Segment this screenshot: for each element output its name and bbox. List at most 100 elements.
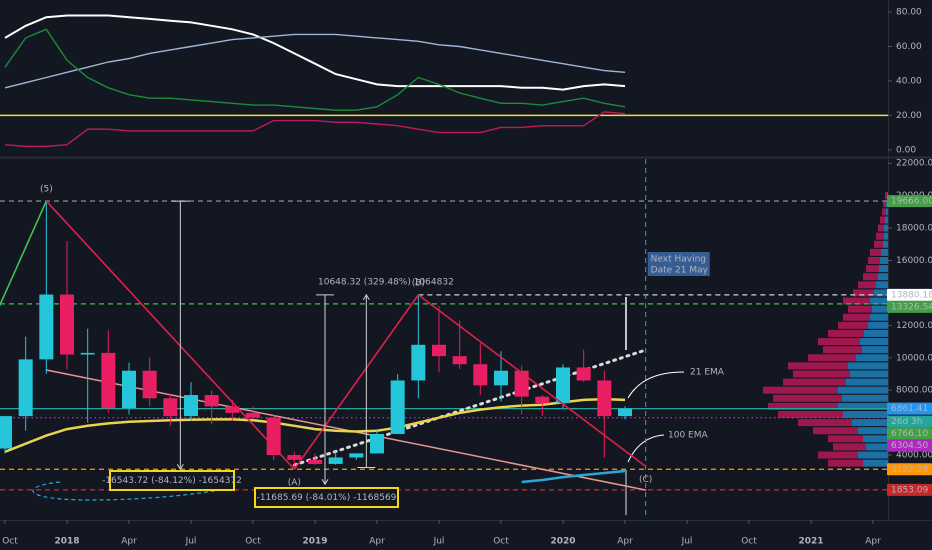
candle-body <box>266 417 281 456</box>
candle-body <box>328 457 343 464</box>
candle-body <box>452 356 467 365</box>
volume-profile-bar <box>863 273 878 281</box>
candle-body <box>101 352 116 409</box>
volume-profile-bar <box>863 459 888 467</box>
x-tick-label: Apr <box>865 537 881 547</box>
price-tag-label: 13326.54 <box>891 302 932 312</box>
volume-profile-bar <box>843 297 870 305</box>
measure-label: 10648.32 (329.48%) 1064832 <box>318 278 454 288</box>
price-tag <box>887 463 932 476</box>
price-tag-label: 6766.10 <box>891 429 928 439</box>
volume-profile-bar <box>828 435 863 443</box>
price-tag-label: 19666.00 <box>891 197 932 207</box>
volume-profile-bar <box>881 248 888 256</box>
measure-arrow <box>362 293 370 301</box>
indicator-pane <box>0 14 888 148</box>
callout-line <box>627 434 665 463</box>
halving-label: Date 21 May <box>651 266 709 276</box>
price-tag-label: 6861.41 <box>891 404 928 414</box>
measure-label: -16543.72 (-84.12%) -1654372 <box>102 476 242 486</box>
candle-body <box>39 294 54 360</box>
volume-profile-bar <box>880 216 885 224</box>
price-tag <box>887 439 932 452</box>
volume-profile-bar <box>886 208 888 216</box>
y-tick-label: 80.00 <box>896 8 922 18</box>
volume-profile-bar <box>874 240 883 248</box>
x-tick-label: 2021 <box>798 537 823 547</box>
candle-body <box>535 396 550 404</box>
candle-body <box>122 370 136 409</box>
volume-profile-bar <box>878 273 888 281</box>
x-tick-label: Apr <box>369 537 385 547</box>
measure-box <box>254 487 399 508</box>
candle-body <box>142 370 157 399</box>
price-tag <box>887 415 932 428</box>
x-tick-label: Jul <box>185 537 197 547</box>
volume-profile-bar <box>778 410 843 418</box>
candle-body <box>184 395 198 417</box>
volume-profile-bar <box>884 232 888 240</box>
candle-body <box>494 370 508 386</box>
volume-profile-bar <box>823 346 862 354</box>
volume-profile-bar <box>879 265 888 273</box>
indicator-line <box>4 28 626 111</box>
y-tick-label: 0.00 <box>896 145 916 155</box>
volume-profile-bar <box>878 224 884 232</box>
indicator-line <box>4 33 626 89</box>
candle-body <box>246 412 260 418</box>
halving-label: Next Having <box>651 255 706 265</box>
volume-profile-bar <box>833 443 866 451</box>
candle-body <box>225 406 240 413</box>
y-tick-label: 16000.00 <box>896 256 932 266</box>
x-tick-label: Jul <box>681 537 693 547</box>
volume-profile-bar <box>883 200 886 208</box>
y-tick-label: 12000.00 <box>896 321 932 331</box>
volume-profile-bar <box>798 419 852 427</box>
volume-profile-bar <box>848 305 872 313</box>
volume-profile-bar <box>838 321 868 329</box>
candle-body <box>349 453 364 458</box>
candle-body <box>18 359 33 417</box>
price-tag-label: 6304.50 <box>891 441 928 451</box>
wave-label: (C) <box>639 475 652 485</box>
x-tick-label: 2019 <box>302 537 327 547</box>
volume-profile-bar <box>850 370 888 378</box>
callout-line <box>627 371 685 399</box>
price-tag-label: 3122.28 <box>891 465 928 475</box>
volume-profile-bar <box>858 451 888 459</box>
volume-profile-bar <box>843 410 888 418</box>
price-tag <box>887 300 932 313</box>
y-tick-label: 60.00 <box>896 42 922 52</box>
y-tick-label: 18000.00 <box>896 224 932 234</box>
volume-profile-bar <box>874 289 888 297</box>
volume-profile-bar <box>870 248 881 256</box>
volume-profile-bar <box>838 402 888 410</box>
volume-profile-bar <box>858 427 888 435</box>
volume-profile-bar <box>876 232 884 240</box>
volume-profile-bar <box>868 257 880 265</box>
y-tick-label: 4000.00 <box>896 451 932 461</box>
y-tick-label: 8000.00 <box>896 386 932 396</box>
volume-profile-bar <box>863 435 888 443</box>
measure-arrow <box>176 463 184 471</box>
volume-profile-bar <box>870 297 888 305</box>
volume-profile-bar <box>880 257 888 265</box>
wave-label: (B) <box>412 278 425 288</box>
volume-profile-bar <box>846 378 888 386</box>
candle-body <box>514 370 529 397</box>
ema-label: 21 EMA <box>690 368 725 378</box>
candle-body <box>556 367 570 404</box>
price-tag-label: 26d 3h <box>891 417 922 427</box>
volume-profile-bar <box>852 419 888 427</box>
volume-profile-bar <box>866 443 888 451</box>
volume-profile-bar <box>842 394 888 402</box>
volume-profile-bar <box>818 338 860 346</box>
volume-profile-bar <box>883 240 888 248</box>
ema-label: 100 EMA <box>668 431 708 441</box>
volume-profile-bar <box>885 192 887 200</box>
price-tag <box>887 427 932 440</box>
price-tag-label: 13880.18 <box>891 290 932 300</box>
volume-profile-bar <box>860 338 888 346</box>
volume-profile-bar <box>793 370 850 378</box>
